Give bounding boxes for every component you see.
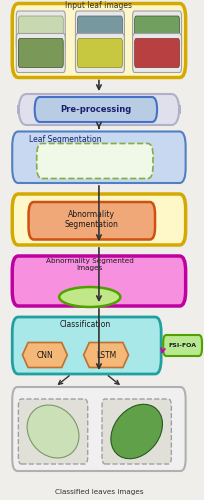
- FancyBboxPatch shape: [75, 11, 124, 50]
- FancyBboxPatch shape: [16, 34, 65, 72]
- Text: Classified leaves images: Classified leaves images: [55, 489, 143, 495]
- Ellipse shape: [27, 405, 79, 458]
- FancyBboxPatch shape: [78, 38, 122, 68]
- FancyBboxPatch shape: [16, 11, 65, 50]
- Text: Abnormality
Segmentation: Abnormality Segmentation: [65, 210, 119, 229]
- Text: Pre-processing: Pre-processing: [60, 105, 132, 114]
- FancyBboxPatch shape: [18, 38, 63, 68]
- Text: Binary
Thresholding: Binary Thresholding: [70, 152, 120, 171]
- Polygon shape: [84, 342, 129, 367]
- FancyBboxPatch shape: [12, 256, 186, 306]
- Text: CNN: CNN: [37, 350, 53, 360]
- FancyBboxPatch shape: [12, 317, 161, 374]
- Text: AFKMRG: AFKMRG: [71, 292, 108, 302]
- FancyBboxPatch shape: [78, 16, 122, 45]
- FancyBboxPatch shape: [35, 97, 157, 122]
- Text: LSTM: LSTM: [96, 350, 116, 360]
- FancyBboxPatch shape: [135, 38, 180, 68]
- FancyBboxPatch shape: [12, 4, 186, 78]
- Text: FSI-FOA: FSI-FOA: [169, 343, 197, 348]
- Text: Input leaf images: Input leaf images: [65, 1, 132, 10]
- FancyBboxPatch shape: [12, 387, 186, 471]
- Polygon shape: [22, 342, 67, 367]
- FancyBboxPatch shape: [37, 144, 153, 178]
- Ellipse shape: [59, 287, 120, 307]
- FancyBboxPatch shape: [29, 202, 155, 239]
- Text: Abnormality Segmented
Images: Abnormality Segmented Images: [46, 258, 134, 271]
- Text: Leaf Segmentation: Leaf Segmentation: [29, 135, 101, 144]
- FancyBboxPatch shape: [18, 94, 180, 125]
- FancyBboxPatch shape: [133, 34, 182, 72]
- FancyBboxPatch shape: [102, 399, 171, 464]
- FancyBboxPatch shape: [18, 399, 88, 464]
- Ellipse shape: [111, 404, 162, 458]
- FancyBboxPatch shape: [135, 16, 180, 45]
- FancyBboxPatch shape: [18, 16, 63, 45]
- FancyBboxPatch shape: [133, 11, 182, 50]
- FancyBboxPatch shape: [12, 194, 186, 245]
- FancyBboxPatch shape: [75, 34, 124, 72]
- FancyBboxPatch shape: [12, 132, 186, 183]
- FancyBboxPatch shape: [163, 335, 202, 356]
- Text: Classification: Classification: [60, 320, 111, 329]
